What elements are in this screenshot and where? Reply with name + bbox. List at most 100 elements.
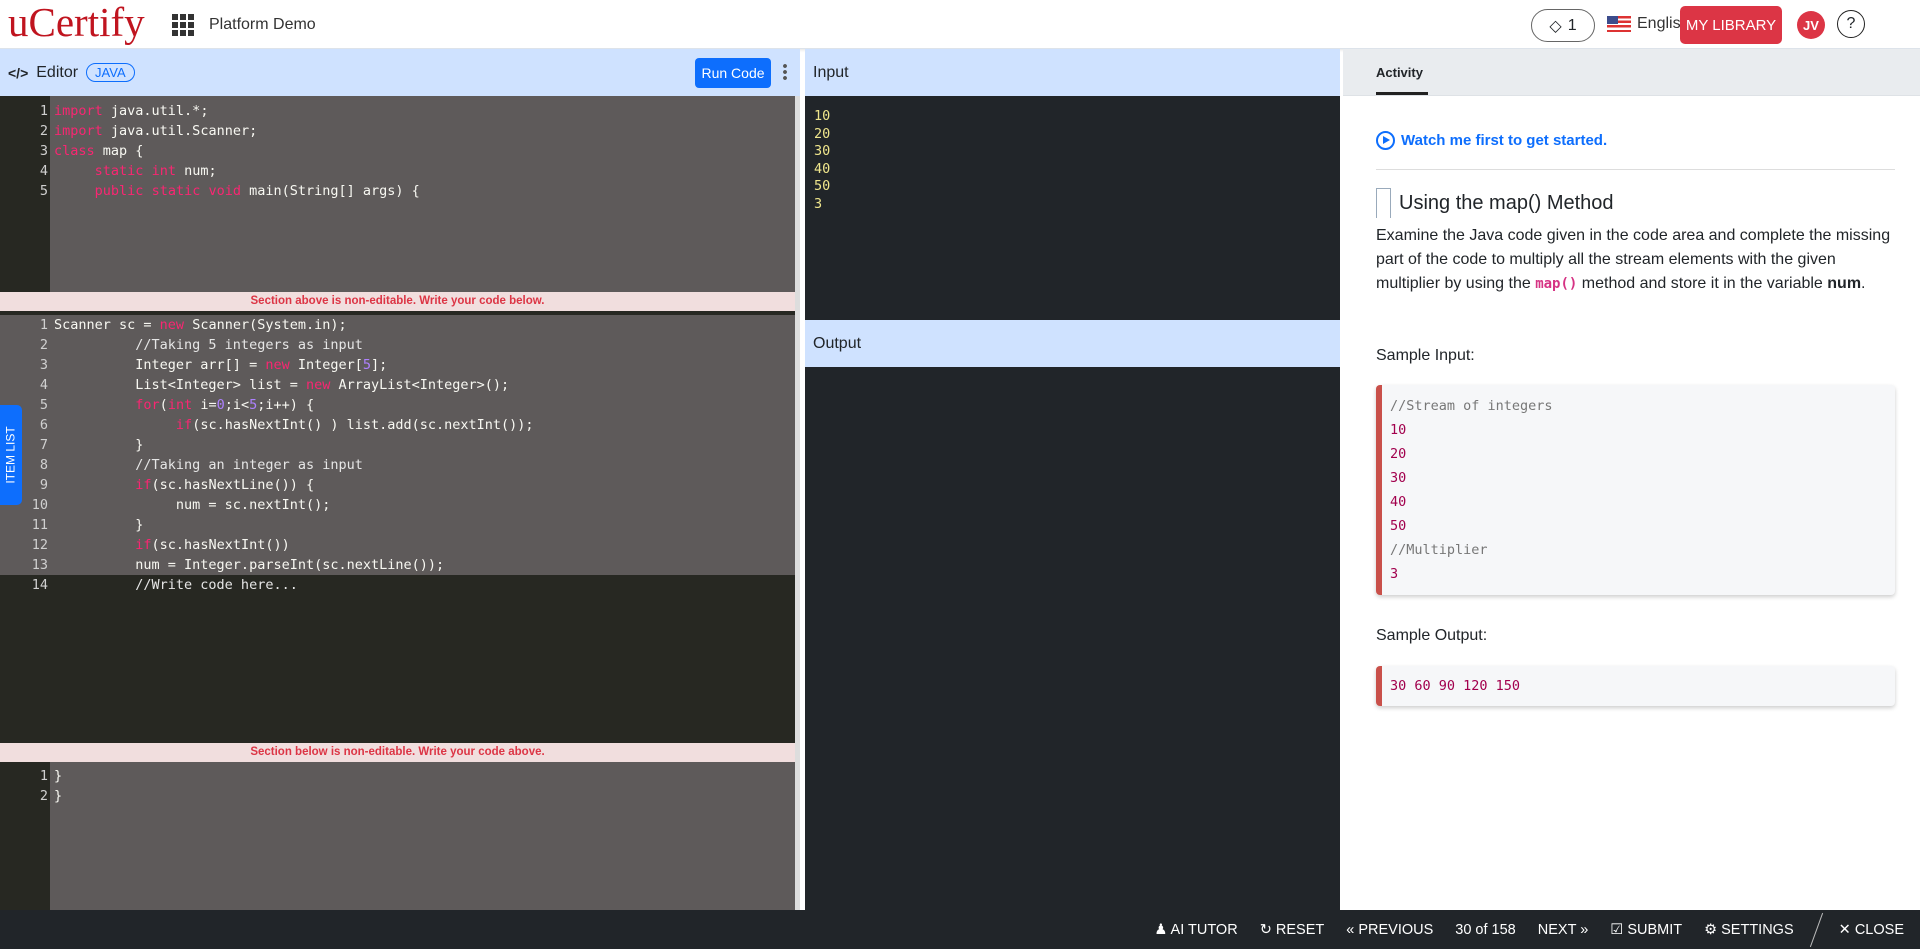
output-area xyxy=(805,367,1340,910)
next-button[interactable]: NEXT » xyxy=(1537,921,1589,938)
tab-activity[interactable]: Activity xyxy=(1376,65,1423,80)
submit-button[interactable]: ☑ SUBMIT xyxy=(1610,921,1683,938)
divider xyxy=(1376,169,1895,170)
code-text: num = Integer.parseInt(sc.nextLine()); xyxy=(54,557,445,573)
code-text: if(sc.hasNextInt()) xyxy=(135,537,290,553)
activity-tabs: Activity xyxy=(1343,49,1920,96)
line-number: 3 xyxy=(39,357,48,373)
code-line: 2 import java.util.Scanner; xyxy=(0,121,795,141)
line-number: 1 xyxy=(39,103,48,119)
editor-scrollbar[interactable] xyxy=(795,96,800,910)
apps-grid-icon[interactable] xyxy=(172,14,194,36)
activity-title: Using the map() Method xyxy=(1376,188,1895,218)
my-library-button[interactable]: MY LIBRARY xyxy=(1680,6,1782,44)
previous-button[interactable]: « PREVIOUS xyxy=(1346,921,1434,938)
line-number: 2 xyxy=(39,788,48,804)
watch-label: Watch me first to get started. xyxy=(1401,132,1608,149)
reset-button[interactable]: ↻ RESET xyxy=(1259,921,1325,938)
bottom-toolbar: ♟ AI TUTOR ↻ RESET « PREVIOUS 30 of 158 … xyxy=(0,910,1920,949)
ai-tutor-button[interactable]: ♟ AI TUTOR xyxy=(1154,921,1238,938)
item-list-tab[interactable]: ITEM LIST xyxy=(0,405,22,505)
bookmark-icon[interactable] xyxy=(1376,188,1391,218)
avatar[interactable]: JV xyxy=(1797,11,1825,39)
code-text: if(sc.hasNextLine()) { xyxy=(135,477,315,493)
top-header: uCertify Platform Demo ◇1 English▼ MY LI… xyxy=(0,0,1920,49)
input-line: 10 xyxy=(814,108,831,124)
code-text: public static void main(String[] args) { xyxy=(94,183,420,199)
code-text: //Write code here... xyxy=(54,577,298,593)
watch-video-link[interactable]: Watch me first to get started. xyxy=(1376,131,1895,150)
inline-code: map() xyxy=(1535,276,1578,292)
line-number: 1 xyxy=(39,317,48,333)
ucertify-logo[interactable]: uCertify xyxy=(8,0,145,45)
ai-tutor-icon: ♟ xyxy=(1154,921,1168,938)
gems-button[interactable]: ◇ 1 xyxy=(1531,9,1595,42)
sample-input-line: 40 xyxy=(1390,494,1407,510)
code-text: } xyxy=(54,437,144,453)
settings-button[interactable]: ⚙ SETTINGS xyxy=(1704,921,1794,938)
diamond-icon: ◇ xyxy=(1549,17,1562,35)
code-line: 1 import java.util.*; xyxy=(0,101,795,121)
line-number: 14 xyxy=(31,577,48,593)
input-area[interactable]: 10 20 30 40 50 3 xyxy=(805,96,1340,320)
code-line: 13 num = Integer.parseInt(sc.nextLine())… xyxy=(0,555,795,575)
close-icon: ✕ xyxy=(1838,921,1851,938)
more-options-icon[interactable] xyxy=(783,63,787,81)
line-number: 1 xyxy=(39,768,48,784)
line-number: 2 xyxy=(39,337,48,353)
output-title: Output xyxy=(813,334,862,352)
sample-input-line: 50 xyxy=(1390,518,1407,534)
editor-title: Editor xyxy=(36,63,79,81)
reset-icon: ↻ xyxy=(1259,921,1272,938)
code-line: 1 Scanner sc = new Scanner(System.in); xyxy=(0,315,795,335)
line-number: 11 xyxy=(31,517,48,533)
code-line: 1} xyxy=(0,766,795,786)
line-number: 4 xyxy=(39,377,48,393)
code-line: 7 } xyxy=(0,435,795,455)
code-text: import java.util.*; xyxy=(54,103,209,119)
double-chevron-right-icon: » xyxy=(1580,921,1589,938)
sample-input-line: //Stream of integers xyxy=(1390,398,1553,414)
sample-input-label: Sample Input: xyxy=(1376,347,1475,364)
output-header: Output xyxy=(805,320,1340,367)
line-number: 2 xyxy=(39,123,48,139)
code-text: Scanner sc = new Scanner(System.in); xyxy=(54,317,347,333)
code-line: 3 Integer arr[] = new Integer[5]; xyxy=(0,355,795,375)
non-editable-banner-top: Section above is non-editable. Write you… xyxy=(0,292,795,311)
line-number: 10 xyxy=(31,497,48,513)
code-line: 5 public static void main(String[] args)… xyxy=(0,181,795,201)
input-line: 30 xyxy=(814,143,831,159)
code-icon: </> xyxy=(8,64,29,81)
code-section-readonly-bottom: 1} 2} xyxy=(0,762,795,910)
sample-input-line: 30 xyxy=(1390,470,1407,486)
app-title: Platform Demo xyxy=(209,16,316,33)
sample-input-line: 10 xyxy=(1390,422,1407,438)
code-text: for(int i=0;i<5;i++) { xyxy=(135,397,315,413)
divider xyxy=(1809,912,1823,947)
line-number: 5 xyxy=(39,183,48,199)
run-code-button[interactable]: Run Code xyxy=(695,58,771,88)
code-text: class map { xyxy=(54,143,144,159)
help-icon[interactable]: ? xyxy=(1837,10,1865,38)
line-number: 6 xyxy=(39,417,48,433)
line-number: 7 xyxy=(39,437,48,453)
code-line: 4 List<Integer> list = new ArrayList<Int… xyxy=(0,375,795,395)
code-text: if(sc.hasNextInt() ) list.add(sc.nextInt… xyxy=(175,417,534,433)
code-line: 2} xyxy=(0,786,795,806)
double-chevron-left-icon: « xyxy=(1346,921,1355,938)
code-line: 3 class map { xyxy=(0,141,795,161)
code-text: //Taking an integer as input xyxy=(54,457,363,473)
sample-input-box: //Stream of integers 10 20 30 40 50 //Multipli… xyxy=(1376,385,1895,595)
line-number: 12 xyxy=(31,537,48,553)
code-section-editable[interactable]: 1 Scanner sc = new Scanner(System.in); 2 /… xyxy=(0,311,795,743)
page-position: 30 of 158 xyxy=(1455,921,1516,938)
code-text: } xyxy=(54,768,63,784)
close-button[interactable]: ✕ CLOSE xyxy=(1838,921,1904,938)
sample-input-line: //Multiplier xyxy=(1390,542,1488,558)
code-text: static int num; xyxy=(94,163,217,179)
code-text: } xyxy=(54,788,63,804)
language-label: English xyxy=(1637,15,1690,32)
sample-output-box: 30 60 90 120 150 xyxy=(1376,666,1895,706)
gems-count: 1 xyxy=(1567,16,1577,34)
sample-output-label: Sample Output: xyxy=(1376,627,1488,644)
